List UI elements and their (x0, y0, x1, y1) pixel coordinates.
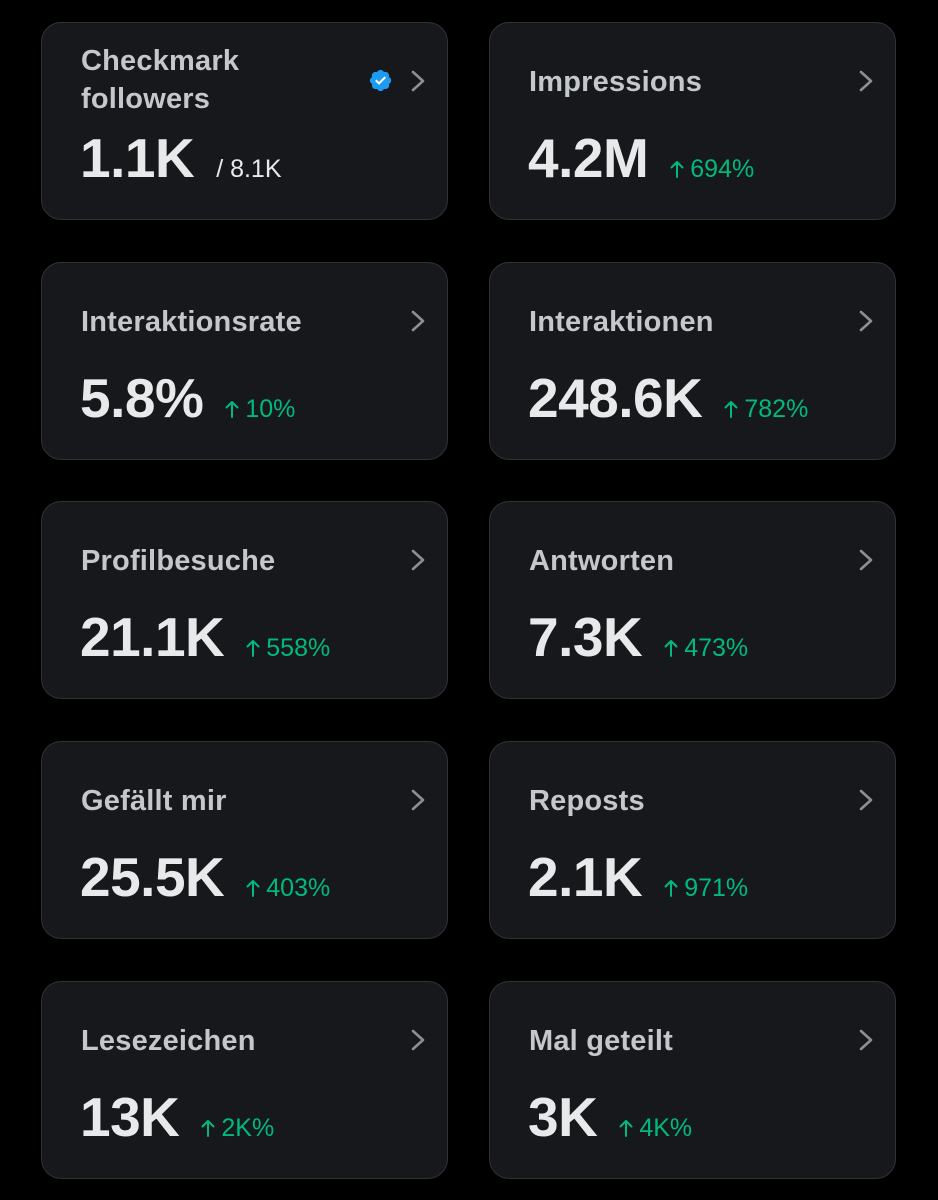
card-value-row: 4.2M 694% (528, 127, 754, 189)
card-interaktionen[interactable]: Interaktionen 248.6K 782% (489, 262, 896, 460)
chevron-right-icon (411, 1029, 425, 1051)
card-change-value: 403% (266, 874, 331, 902)
card-change-value: 473% (684, 634, 749, 662)
card-change: 403% (246, 874, 330, 903)
card-value: 7.3K (528, 606, 643, 668)
card-gefaellt-mir[interactable]: Gefällt mir 25.5K 403% (41, 741, 448, 939)
card-change-value: 2K% (221, 1114, 275, 1142)
card-change: 558% (246, 634, 330, 663)
card-change-value: 971% (684, 874, 749, 902)
card-label: Mal geteilt (529, 1025, 673, 1057)
card-value-row: 13K 2K% (80, 1086, 274, 1148)
card-change: 4K% (619, 1114, 692, 1143)
arrow-up-icon (619, 1120, 633, 1137)
chevron-right-icon (411, 70, 425, 92)
card-change-value: 558% (266, 634, 331, 662)
chevron-right-icon (859, 310, 873, 332)
arrow-up-icon (664, 640, 678, 657)
card-label: Reposts (529, 785, 645, 817)
card-value: 13K (80, 1086, 180, 1148)
card-label: Antworten (529, 545, 675, 577)
card-change-value: 4K% (639, 1114, 693, 1142)
card-value-row: 5.8% 10% (80, 367, 295, 429)
card-reposts[interactable]: Reposts 2.1K 971% (489, 741, 896, 939)
arrow-up-icon (664, 880, 678, 897)
card-label: Interaktionsrate (81, 306, 302, 338)
card-change-value: 694% (690, 155, 755, 183)
card-label: Lesezeichen (81, 1025, 256, 1057)
card-change: 473% (664, 634, 748, 663)
verified-badge-icon (369, 69, 392, 92)
card-value-row: 1.1K / 8.1K (80, 127, 282, 189)
card-change: 10% (225, 395, 295, 424)
chevron-right-icon (859, 789, 873, 811)
card-value-row: 248.6K 782% (528, 367, 808, 429)
card-change-value: 10% (245, 395, 296, 423)
card-antworten[interactable]: Antworten 7.3K 473% (489, 501, 896, 699)
card-mal-geteilt[interactable]: Mal geteilt 3K 4K% (489, 981, 896, 1179)
card-change: 694% (670, 155, 754, 184)
card-value: 2.1K (528, 846, 643, 908)
card-value: 5.8% (80, 367, 204, 429)
card-change: 2K% (201, 1114, 274, 1143)
chevron-right-icon (859, 70, 873, 92)
card-value: 25.5K (80, 846, 225, 908)
card-label: Checkmark followers (81, 45, 240, 115)
card-label: Impressions (529, 66, 703, 98)
card-value: 4.2M (528, 127, 649, 189)
card-lesezeichen[interactable]: Lesezeichen 13K 2K% (41, 981, 448, 1179)
card-value: 3K (528, 1086, 598, 1148)
card-value-row: 3K 4K% (528, 1086, 692, 1148)
arrow-up-icon (670, 161, 684, 178)
card-label: Gefällt mir (81, 785, 227, 817)
arrow-up-icon (225, 401, 239, 418)
card-change: 782% (724, 395, 808, 424)
card-impressions[interactable]: Impressions 4.2M 694% (489, 22, 896, 220)
card-value: 248.6K (528, 367, 703, 429)
card-profilbesuche[interactable]: Profilbesuche 21.1K 558% (41, 501, 448, 699)
card-total: / 8.1K (216, 155, 282, 183)
card-label: Profilbesuche (81, 545, 276, 577)
card-change: 971% (664, 874, 748, 903)
arrow-up-icon (201, 1120, 215, 1137)
card-checkmark-followers[interactable]: Checkmark followers 1.1K / 8.1K (41, 22, 448, 220)
card-value-row: 7.3K 473% (528, 606, 748, 668)
card-value-row: 2.1K 971% (528, 846, 748, 908)
card-change-value: 782% (744, 395, 809, 423)
chevron-right-icon (411, 549, 425, 571)
card-value: 21.1K (80, 606, 225, 668)
card-label: Interaktionen (529, 306, 714, 338)
chevron-right-icon (859, 549, 873, 571)
arrow-up-icon (246, 640, 260, 657)
card-value: 1.1K (80, 127, 195, 189)
arrow-up-icon (724, 401, 738, 418)
card-value-row: 21.1K 558% (80, 606, 330, 668)
chevron-right-icon (411, 310, 425, 332)
card-value-row: 25.5K 403% (80, 846, 330, 908)
chevron-right-icon (411, 789, 425, 811)
card-interaktionsrate[interactable]: Interaktionsrate 5.8% 10% (41, 262, 448, 460)
arrow-up-icon (246, 880, 260, 897)
chevron-right-icon (859, 1029, 873, 1051)
